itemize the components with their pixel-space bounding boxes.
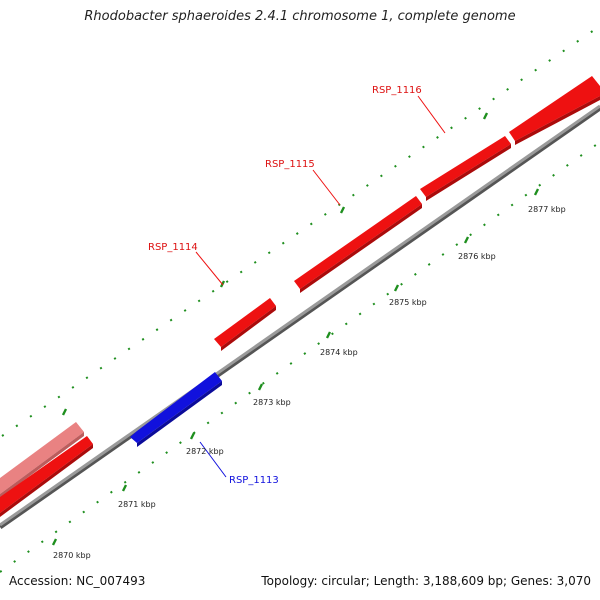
- gene-arrow-forward-edge: [221, 306, 276, 351]
- outer-major-tick: [339, 206, 346, 214]
- gene-rsp-1113[interactable]: [130, 372, 222, 447]
- gene-arrow-forward-edge: [515, 96, 600, 145]
- inner-scale-track: [0, 141, 600, 573]
- outer-major-tick: [482, 112, 489, 120]
- scale-label: 2876 kbp: [458, 252, 496, 261]
- scale-label: 2873 kbp: [253, 398, 291, 407]
- leader-line-rsp-1116: [417, 95, 446, 134]
- gene-forward-partial[interactable]: [0, 436, 93, 517]
- gene-rsp-1114[interactable]: [214, 298, 276, 351]
- gene-arrow-forward-edge: [0, 444, 93, 517]
- genome-summary-text: Topology: circular; Length: 3,188,609 bp…: [261, 574, 591, 588]
- scale-major-tick: [463, 236, 470, 244]
- gene-track[interactable]: [0, 76, 600, 517]
- scale-label: 2871 kbp: [118, 500, 156, 509]
- scale-label: 2872 kbp: [186, 447, 224, 456]
- label-rsp-1116[interactable]: RSP_1116: [372, 85, 422, 96]
- scale-label: 2875 kbp: [389, 298, 427, 307]
- genome-backbone: [0, 104, 600, 530]
- gene-arrow-reverse[interactable]: [130, 372, 222, 443]
- gene-arrow-forward[interactable]: [0, 436, 93, 513]
- outer-tick-track: [1, 25, 600, 437]
- label-rsp-1115[interactable]: RSP_1115: [265, 159, 315, 170]
- label-rsp-1113[interactable]: RSP_1113: [229, 475, 279, 486]
- gene-forward-partial-right[interactable]: [509, 76, 600, 145]
- scale-major-tick: [325, 331, 332, 339]
- leader-line-rsp-1115: [312, 169, 341, 206]
- scale-major-tick: [393, 284, 400, 292]
- scale-major-tick: [121, 484, 128, 492]
- gene-rsp-1116[interactable]: [420, 136, 511, 201]
- gene-rsp-1115[interactable]: [294, 196, 422, 293]
- outer-minor-ticks: [1, 25, 600, 437]
- scale-major-tick: [533, 188, 540, 196]
- gene-arrow-reverse-edge: [137, 381, 222, 447]
- gene-arrow-forward[interactable]: [214, 298, 276, 347]
- gene-arrow-forward-edge: [426, 144, 511, 201]
- scale-label: 2870 kbp: [53, 551, 91, 560]
- backbone-line: [0, 104, 600, 527]
- scale-label: 2874 kbp: [320, 348, 358, 357]
- backbone-shadow: [0, 105, 600, 530]
- gene-arrow-faded-edge: [0, 432, 84, 498]
- scale-major-tick: [51, 538, 58, 546]
- gene-arrow-faded[interactable]: [0, 422, 84, 494]
- gene-arrow-forward[interactable]: [294, 196, 422, 289]
- gene-labels: RSP_1114 RSP_1115 RSP_1116 RSP_1113: [148, 85, 446, 486]
- map-title: Rhodobacter sphaeroides 2.4.1 chromosome…: [84, 9, 516, 24]
- outer-major-tick: [61, 408, 68, 416]
- gene-arrow-forward-edge: [300, 204, 422, 293]
- leader-line-rsp-1113: [199, 441, 227, 478]
- scale-major-tick: [257, 383, 264, 391]
- accession-text: Accession: NC_007493: [9, 574, 146, 588]
- scale-labels: 2870 kbp 2871 kbp 2872 kbp 2873 kbp 2874…: [53, 205, 566, 560]
- inner-minor-ticks: [0, 141, 600, 573]
- label-rsp-1114[interactable]: RSP_1114: [148, 242, 198, 253]
- scale-major-tick: [189, 432, 196, 440]
- scale-label: 2877 kbp: [528, 205, 566, 214]
- gene-arrow-forward[interactable]: [509, 76, 600, 141]
- gene-faded[interactable]: [0, 422, 84, 498]
- gene-arrow-forward[interactable]: [420, 136, 511, 197]
- leader-line-rsp-1114: [195, 251, 224, 286]
